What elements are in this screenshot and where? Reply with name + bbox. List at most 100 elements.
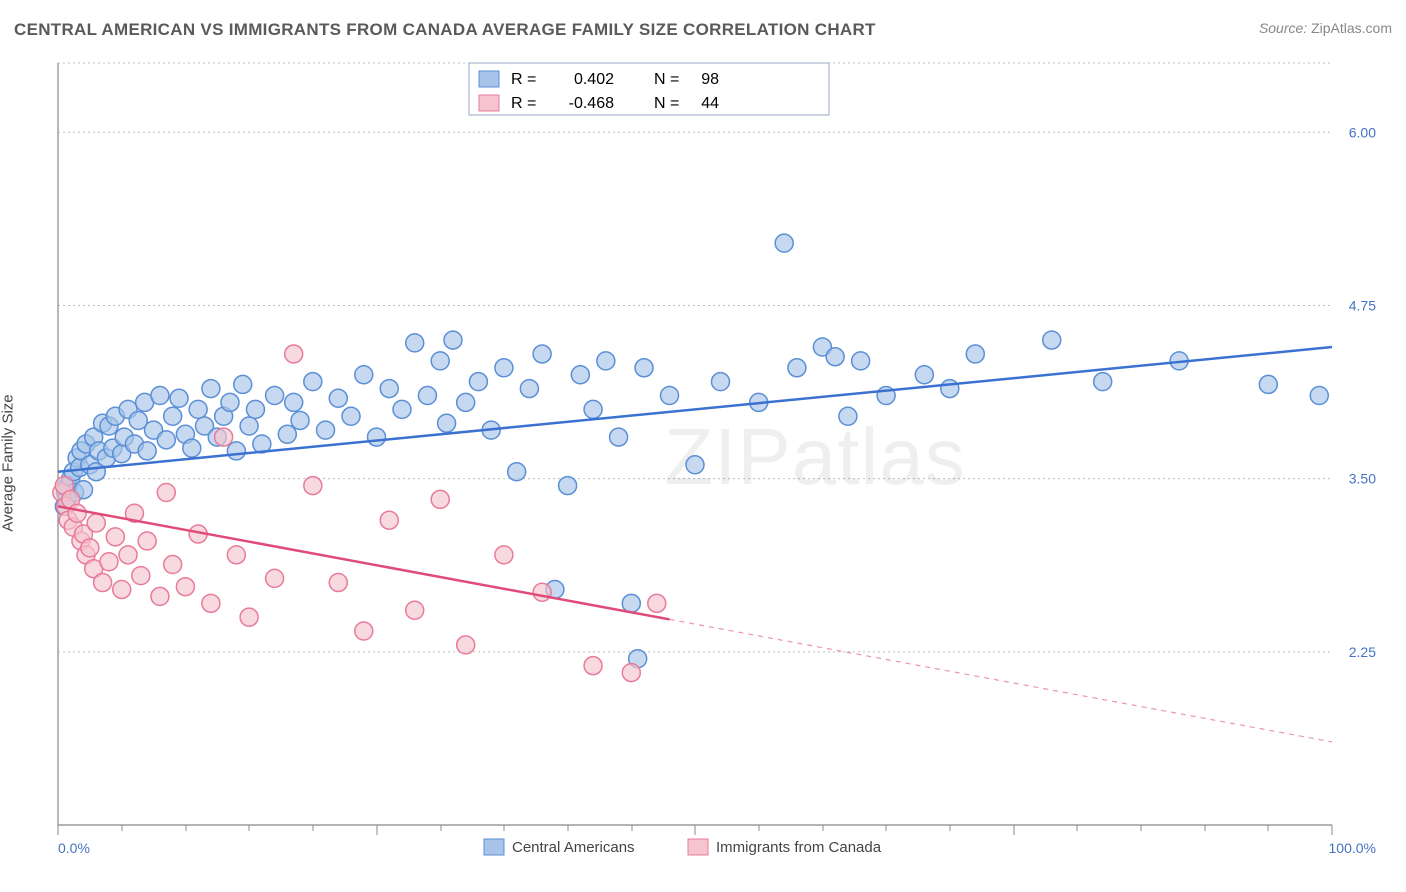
data-point — [119, 546, 137, 564]
data-point — [278, 425, 296, 443]
legend-swatch — [479, 95, 499, 111]
data-point — [826, 348, 844, 366]
data-point — [788, 359, 806, 377]
data-point — [285, 345, 303, 363]
correlation-scatter-chart: 2.253.504.756.000.0%100.0%ZIPatlasR = 0.… — [14, 55, 1392, 870]
data-point — [622, 664, 640, 682]
data-point — [266, 387, 284, 405]
data-point — [151, 387, 169, 405]
data-point — [317, 421, 335, 439]
y-tick-label: 4.75 — [1349, 297, 1376, 313]
data-point — [183, 439, 201, 457]
data-point — [610, 428, 628, 446]
trend-line-extrapolated — [670, 619, 1332, 741]
legend-label: Central Americans — [512, 839, 635, 856]
y-tick-label: 6.00 — [1349, 124, 1376, 140]
legend-r-value: 0.402 — [574, 71, 614, 88]
data-point — [559, 477, 577, 495]
data-point — [597, 352, 615, 370]
data-point — [240, 608, 258, 626]
data-point — [380, 511, 398, 529]
data-point — [342, 407, 360, 425]
data-point — [329, 389, 347, 407]
data-point — [227, 546, 245, 564]
y-tick-label: 3.50 — [1349, 471, 1376, 487]
data-point — [533, 583, 551, 601]
data-point — [221, 393, 239, 411]
data-point — [329, 574, 347, 592]
data-point — [406, 334, 424, 352]
data-point — [176, 578, 194, 596]
data-point — [438, 414, 456, 432]
data-point — [234, 375, 252, 393]
data-point — [138, 442, 156, 460]
data-point — [355, 366, 373, 384]
data-point — [941, 380, 959, 398]
data-point — [106, 528, 124, 546]
chart-header: CENTRAL AMERICAN VS IMMIGRANTS FROM CANA… — [14, 20, 1392, 50]
data-point — [418, 387, 436, 405]
data-point — [469, 373, 487, 391]
data-point — [915, 366, 933, 384]
data-point — [368, 428, 386, 446]
data-point — [246, 400, 264, 418]
legend-series: Central Americans Immigrants from Canada — [484, 839, 882, 856]
data-point — [202, 380, 220, 398]
data-point — [1094, 373, 1112, 391]
legend-swatch — [688, 839, 708, 855]
legend-r-label: R = — [511, 71, 536, 88]
data-point — [431, 490, 449, 508]
legend-n-label: N = — [654, 95, 679, 112]
data-point — [584, 657, 602, 675]
y-tick-label: 2.25 — [1349, 644, 1376, 660]
data-point — [164, 556, 182, 574]
data-point — [584, 400, 602, 418]
data-point — [138, 532, 156, 550]
trend-line — [58, 506, 670, 619]
data-point — [495, 546, 513, 564]
legend-n-value: 98 — [701, 71, 719, 88]
data-point — [635, 359, 653, 377]
data-point — [1043, 331, 1061, 349]
data-point — [1259, 375, 1277, 393]
data-point — [431, 352, 449, 370]
legend-n-value: 44 — [701, 95, 719, 112]
data-point — [215, 428, 233, 446]
data-point — [571, 366, 589, 384]
data-point — [406, 601, 424, 619]
x-tick-label-end: 100.0% — [1329, 840, 1376, 856]
legend-swatch — [484, 839, 504, 855]
data-point — [285, 393, 303, 411]
data-point — [189, 400, 207, 418]
data-point — [457, 636, 475, 654]
data-point — [151, 587, 169, 605]
data-point — [94, 574, 112, 592]
legend-r-label: R = — [511, 95, 536, 112]
y-axis-label: Average Family Size — [0, 394, 17, 531]
data-point — [393, 400, 411, 418]
legend-label: Immigrants from Canada — [716, 839, 882, 856]
data-point — [113, 580, 131, 598]
data-point — [711, 373, 729, 391]
data-point — [966, 345, 984, 363]
data-point — [157, 483, 175, 501]
data-point — [132, 567, 150, 585]
data-point — [355, 622, 373, 640]
data-point — [380, 380, 398, 398]
data-point — [686, 456, 704, 474]
data-point — [444, 331, 462, 349]
legend-r-value: -0.468 — [569, 95, 614, 112]
data-point — [100, 553, 118, 571]
data-point — [495, 359, 513, 377]
data-point — [622, 594, 640, 612]
data-point — [520, 380, 538, 398]
legend-swatch — [479, 71, 499, 87]
data-point — [266, 569, 284, 587]
data-point — [157, 431, 175, 449]
data-point — [202, 594, 220, 612]
watermark: ZIPatlas — [664, 412, 965, 501]
data-point — [291, 411, 309, 429]
chart-title: CENTRAL AMERICAN VS IMMIGRANTS FROM CANA… — [14, 20, 876, 39]
data-point — [508, 463, 526, 481]
data-point — [304, 477, 322, 495]
